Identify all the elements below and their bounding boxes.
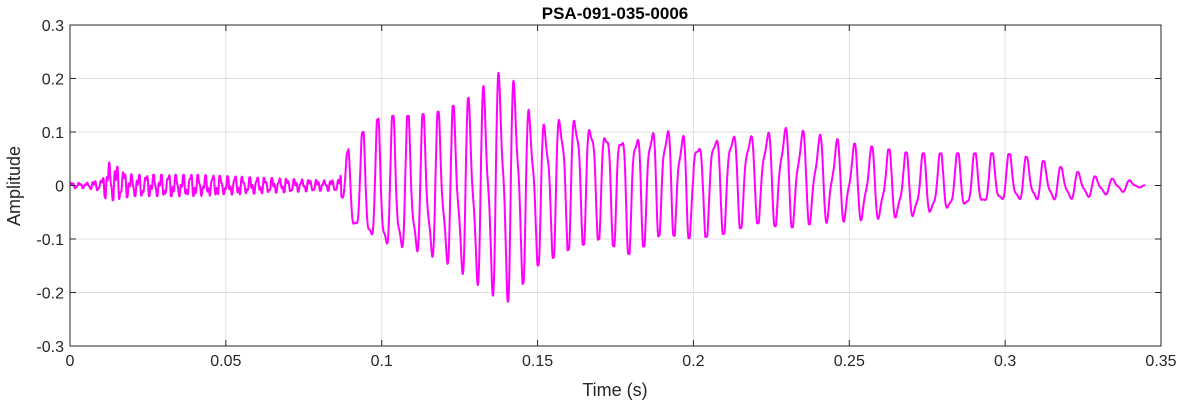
chart-title: PSA-091-035-0006 [542, 4, 688, 23]
y-tick-labels: -0.3 -0.2 -0.1 0 0.1 0.2 0.3 [36, 18, 64, 356]
y-tick-label: 0.3 [42, 18, 64, 35]
y-tick-label: 0.1 [42, 125, 64, 142]
x-tick-labels: 0 0.05 0.1 0.15 0.2 0.25 0.3 0.35 [66, 353, 1177, 370]
ticks [69, 24, 1162, 347]
x-tick-label: 0 [66, 353, 75, 370]
x-axis-title: Time (s) [582, 380, 647, 400]
y-axis-title: Amplitude [4, 146, 24, 226]
x-tick-label: 0.05 [210, 353, 241, 370]
y-tick-label: 0.2 [42, 72, 64, 89]
x-tick-label: 0.25 [834, 353, 865, 370]
y-tick-label: -0.2 [36, 286, 64, 303]
x-tick-label: 0.3 [994, 353, 1016, 370]
y-tick-label: -0.3 [36, 339, 64, 356]
signal-line [70, 71, 1146, 303]
x-tick-label: 0.35 [1145, 353, 1176, 370]
x-tick-label: 0.2 [682, 353, 704, 370]
x-tick-label: 0.15 [522, 353, 553, 370]
y-tick-label: -0.1 [36, 232, 64, 249]
x-tick-label: 0.1 [371, 353, 393, 370]
y-tick-label: 0 [55, 179, 64, 196]
